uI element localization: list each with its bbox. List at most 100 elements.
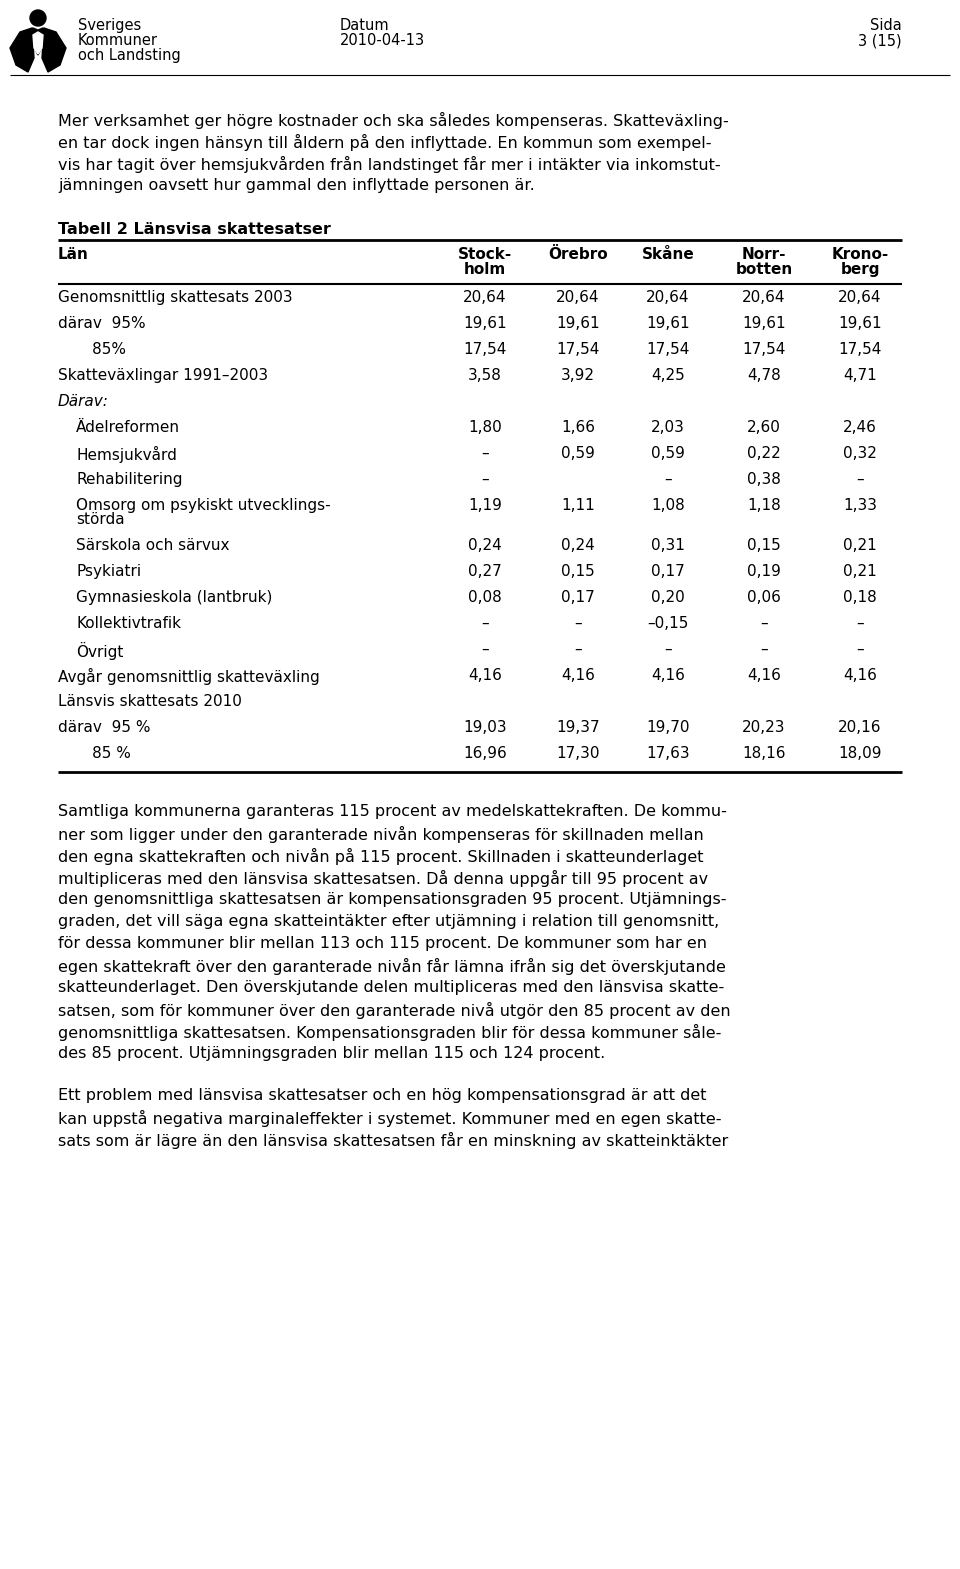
Text: 0,08: 0,08 (468, 590, 502, 606)
Text: den egna skattekraften och nivån på 115 procent. Skillnaden i skatteunderlaget: den egna skattekraften och nivån på 115 … (58, 847, 704, 865)
Text: 4,16: 4,16 (561, 668, 595, 683)
Text: 1,08: 1,08 (651, 497, 684, 513)
Text: därav  95%: därav 95% (58, 315, 146, 331)
Text: 4,71: 4,71 (843, 369, 876, 383)
Text: 0,21: 0,21 (843, 538, 876, 552)
Text: multipliceras med den länsvisa skattesatsen. Då denna uppgår till 95 procent av: multipliceras med den länsvisa skattesat… (58, 869, 708, 886)
Circle shape (30, 9, 46, 27)
Text: 19,61: 19,61 (556, 315, 600, 331)
Text: genomsnittliga skattesatsen. Kompensationsgraden blir för dessa kommuner såle-: genomsnittliga skattesatsen. Kompensatio… (58, 1025, 721, 1040)
Text: Gymnasieskola (lantbruk): Gymnasieskola (lantbruk) (76, 590, 273, 606)
Text: 19,37: 19,37 (556, 720, 600, 734)
Text: 85%: 85% (58, 342, 126, 358)
Text: egen skattekraft över den garanterade nivån får lämna ifrån sig det överskjutand: egen skattekraft över den garanterade ni… (58, 959, 726, 974)
Text: –: – (856, 617, 864, 631)
Text: och Landsting: och Landsting (78, 49, 180, 63)
Text: 20,64: 20,64 (646, 290, 689, 304)
Text: 19,61: 19,61 (742, 315, 786, 331)
Text: 1,19: 1,19 (468, 497, 502, 513)
Text: –: – (856, 642, 864, 657)
Text: –: – (664, 472, 672, 486)
Text: 17,54: 17,54 (556, 342, 600, 358)
Text: 1,11: 1,11 (562, 497, 595, 513)
Text: Mer verksamhet ger högre kostnader och ska således kompenseras. Skatteväxling-: Mer verksamhet ger högre kostnader och s… (58, 111, 729, 129)
Text: –: – (481, 642, 489, 657)
Text: 0,18: 0,18 (843, 590, 876, 606)
Text: 19,61: 19,61 (838, 315, 882, 331)
Text: ner som ligger under den garanterade nivån kompenseras för skillnaden mellan: ner som ligger under den garanterade niv… (58, 825, 704, 843)
Text: Norr-: Norr- (742, 246, 786, 262)
Text: –: – (574, 617, 582, 631)
Text: 16,96: 16,96 (463, 745, 507, 761)
Text: –: – (856, 472, 864, 486)
Text: 85 %: 85 % (58, 745, 131, 761)
Text: 0,24: 0,24 (468, 538, 502, 552)
Text: 18,09: 18,09 (838, 745, 881, 761)
Text: Psykiatri: Psykiatri (76, 563, 141, 579)
Text: 0,15: 0,15 (562, 563, 595, 579)
Text: des 85 procent. Utjämningsgraden blir mellan 115 och 124 procent.: des 85 procent. Utjämningsgraden blir me… (58, 1047, 605, 1061)
Text: 20,64: 20,64 (464, 290, 507, 304)
Text: Omsorg om psykiskt utvecklings-: Omsorg om psykiskt utvecklings- (76, 497, 330, 513)
Text: 17,54: 17,54 (646, 342, 689, 358)
Text: 3,92: 3,92 (561, 369, 595, 383)
Text: jämningen oavsett hur gammal den inflyttade personen är.: jämningen oavsett hur gammal den inflytt… (58, 177, 535, 193)
Text: –: – (481, 472, 489, 486)
Polygon shape (10, 28, 34, 72)
Text: 1,80: 1,80 (468, 420, 502, 435)
Text: Datum: Datum (340, 17, 390, 33)
Text: Skatteväxlingar 1991–2003: Skatteväxlingar 1991–2003 (58, 369, 268, 383)
Text: 19,61: 19,61 (646, 315, 690, 331)
Text: Särskola och särvux: Särskola och särvux (76, 538, 229, 552)
Text: 0,59: 0,59 (561, 446, 595, 461)
Text: Krono-: Krono- (831, 246, 889, 262)
Text: 17,54: 17,54 (838, 342, 881, 358)
Text: Sida: Sida (871, 17, 902, 33)
Text: Avgår genomsnittlig skatteväxling: Avgår genomsnittlig skatteväxling (58, 668, 320, 686)
Text: 19,03: 19,03 (463, 720, 507, 734)
Text: 19,70: 19,70 (646, 720, 689, 734)
Text: botten: botten (735, 262, 793, 278)
Text: 17,30: 17,30 (556, 745, 600, 761)
Text: Stock-: Stock- (458, 246, 512, 262)
Text: 2,60: 2,60 (747, 420, 780, 435)
Text: 17,63: 17,63 (646, 745, 690, 761)
Text: –: – (481, 446, 489, 461)
Text: 20,16: 20,16 (838, 720, 881, 734)
Polygon shape (42, 28, 66, 72)
Text: 4,16: 4,16 (651, 668, 684, 683)
Text: –: – (760, 642, 768, 657)
Text: Samtliga kommunerna garanteras 115 procent av medelskattekraften. De kommu-: Samtliga kommunerna garanteras 115 proce… (58, 803, 727, 819)
Text: 20,64: 20,64 (742, 290, 785, 304)
Text: graden, det vill säga egna skatteintäkter efter utjämning i relation till genoms: graden, det vill säga egna skatteintäkte… (58, 915, 719, 929)
Text: 4,25: 4,25 (651, 369, 684, 383)
Text: skatteunderlaget. Den överskjutande delen multipliceras med den länsvisa skatte-: skatteunderlaget. Den överskjutande dele… (58, 981, 724, 995)
Text: Kommuner: Kommuner (78, 33, 158, 49)
Text: 0,21: 0,21 (843, 563, 876, 579)
Text: Rehabilitering: Rehabilitering (76, 472, 182, 486)
Text: 0,15: 0,15 (747, 538, 780, 552)
Text: Ädelreformen: Ädelreformen (76, 420, 180, 435)
Text: 1,18: 1,18 (747, 497, 780, 513)
Polygon shape (30, 28, 46, 55)
Text: 2010-04-13: 2010-04-13 (340, 33, 425, 49)
Text: Tabell 2 Länsvisa skattesatser: Tabell 2 Länsvisa skattesatser (58, 221, 331, 237)
Text: 0,20: 0,20 (651, 590, 684, 606)
Text: Örebro: Örebro (548, 246, 608, 262)
Text: 4,16: 4,16 (747, 668, 780, 683)
Text: 0,17: 0,17 (651, 563, 684, 579)
Text: satsen, som för kommuner över den garanterade nivå utgör den 85 procent av den: satsen, som för kommuner över den garant… (58, 1003, 731, 1018)
Text: 0,22: 0,22 (747, 446, 780, 461)
Text: Hemsjukvård: Hemsjukvård (76, 446, 177, 463)
Polygon shape (33, 31, 43, 53)
Text: Kollektivtrafik: Kollektivtrafik (76, 617, 181, 631)
Text: Sveriges: Sveriges (78, 17, 141, 33)
Text: 0,06: 0,06 (747, 590, 780, 606)
Text: 18,16: 18,16 (742, 745, 785, 761)
Text: holm: holm (464, 262, 506, 278)
Text: Länsvis skattesats 2010: Länsvis skattesats 2010 (58, 693, 242, 709)
Text: vis har tagit över hemsjukvården från landstinget får mer i intäkter via inkomst: vis har tagit över hemsjukvården från la… (58, 155, 721, 173)
Text: 4,16: 4,16 (468, 668, 502, 683)
Text: 0,17: 0,17 (562, 590, 595, 606)
Text: 20,64: 20,64 (556, 290, 600, 304)
